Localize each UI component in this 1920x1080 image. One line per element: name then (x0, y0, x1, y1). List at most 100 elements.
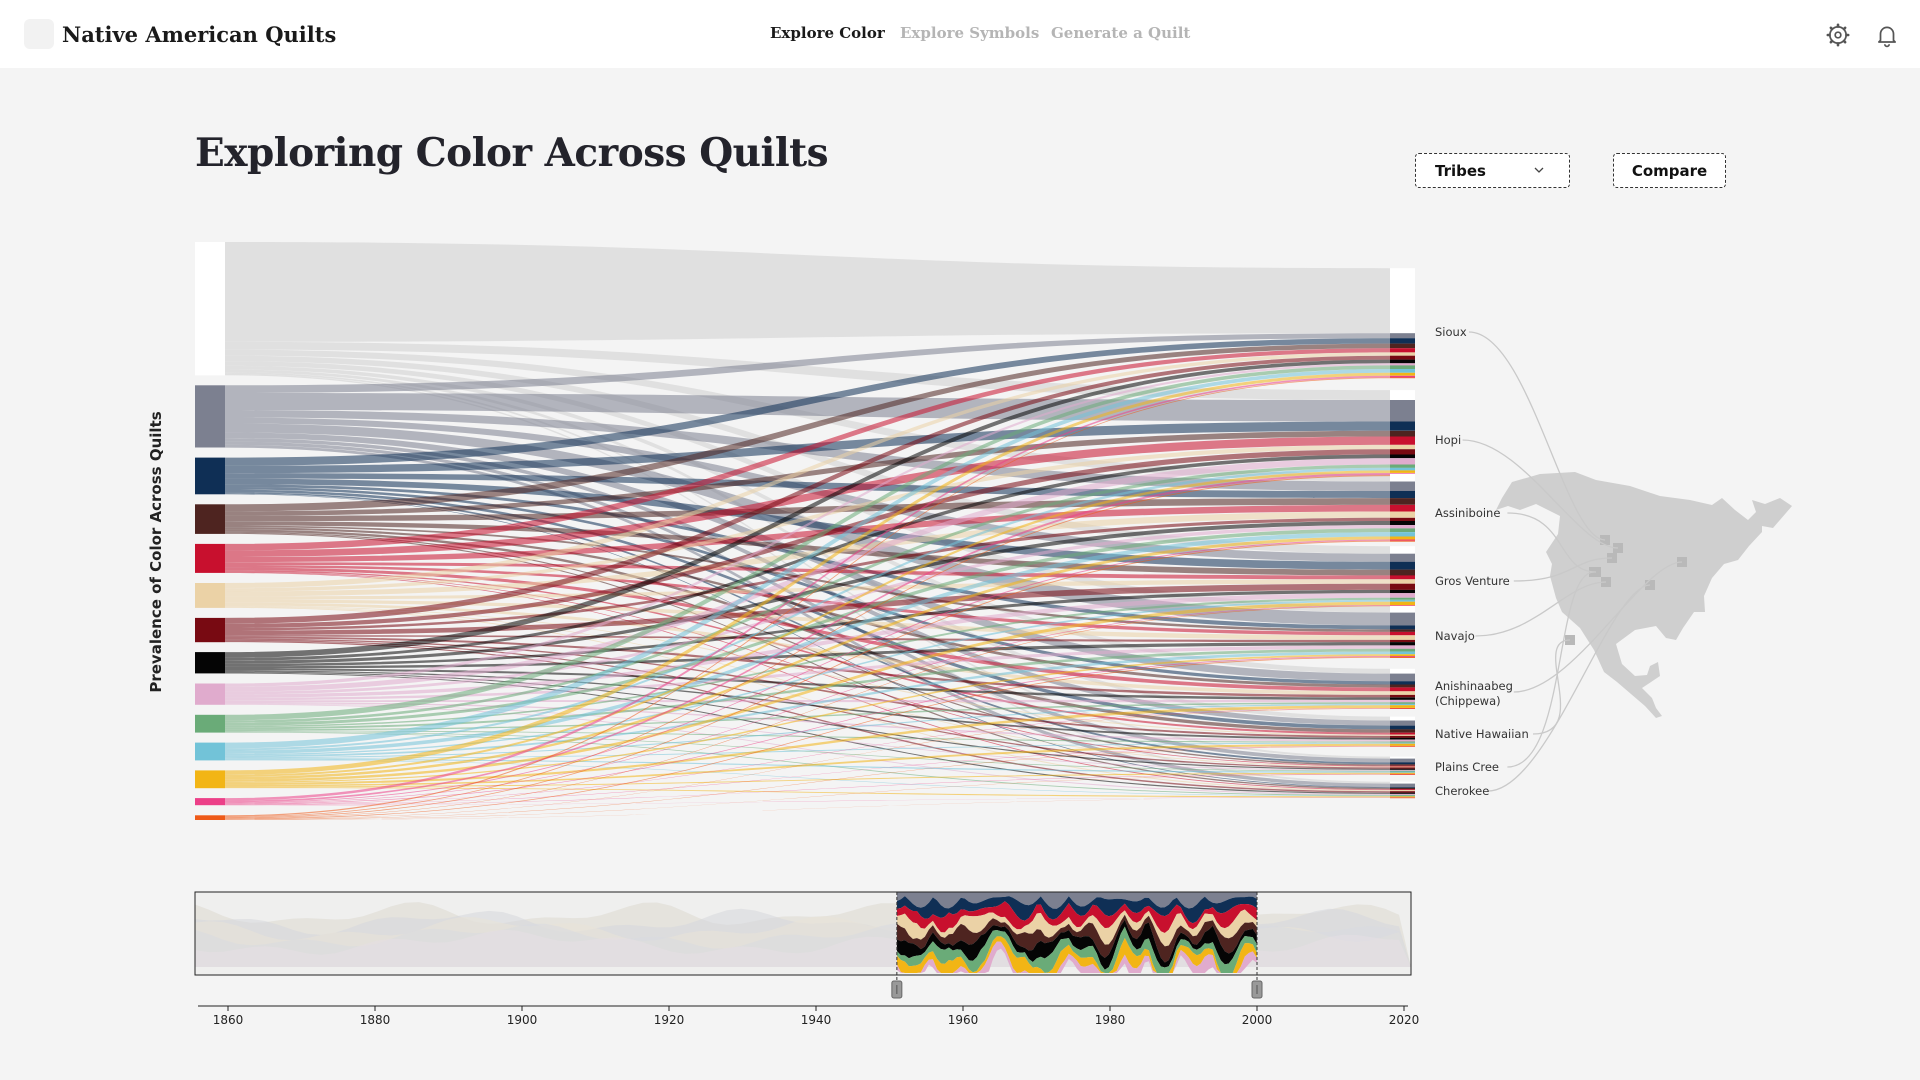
tribe-color-slice[interactable] (1390, 795, 1415, 797)
source-color-bar[interactable] (195, 652, 225, 674)
tribes-dropdown[interactable]: Tribes (1415, 153, 1570, 188)
tribe-color-slice[interactable] (1390, 793, 1415, 795)
tribe-color-slice[interactable] (1390, 708, 1415, 709)
tribe-color-slice[interactable] (1390, 687, 1415, 692)
source-color-bar[interactable] (195, 385, 225, 448)
tribe-color-slice[interactable] (1390, 794, 1415, 796)
tribe-color-slice[interactable] (1390, 716, 1415, 721)
color-flow-link[interactable] (225, 745, 1390, 805)
tribe-color-slice[interactable] (1390, 668, 1415, 674)
color-flow-link[interactable] (225, 570, 1390, 735)
tribe-color-slice[interactable] (1390, 699, 1415, 703)
color-flow-link[interactable] (225, 464, 1390, 723)
color-flow-link[interactable] (225, 504, 1390, 563)
tribe-color-slice[interactable] (1390, 400, 1415, 422)
tribe-color-slice[interactable] (1390, 521, 1415, 525)
tribe-color-slice[interactable] (1390, 625, 1415, 630)
tribe-label[interactable]: Native Hawaiian (1435, 727, 1529, 741)
tribe-color-slice[interactable] (1390, 656, 1415, 658)
tribe-color-slice[interactable] (1390, 504, 1415, 512)
nav-explore-symbols[interactable]: Explore Symbols (900, 24, 1040, 42)
tribe-color-slice[interactable] (1390, 338, 1415, 344)
color-flow-link[interactable] (225, 607, 1390, 792)
tribe-color-slice[interactable] (1390, 536, 1415, 540)
tribe-color-slice[interactable] (1390, 390, 1415, 400)
source-color-bar[interactable] (195, 504, 225, 534)
source-color-bar[interactable] (195, 543, 225, 573)
color-flow-link[interactable] (225, 597, 1390, 728)
tribe-color-slice[interactable] (1390, 593, 1415, 598)
tribe-color-slice[interactable] (1390, 767, 1415, 769)
color-flow-link[interactable] (225, 599, 1390, 640)
color-flow-link[interactable] (225, 708, 1390, 820)
tribe-color-slice[interactable] (1390, 348, 1415, 353)
tribe-color-slice[interactable] (1390, 720, 1415, 726)
color-flow-link[interactable] (225, 593, 1390, 698)
tribe-color-slice[interactable] (1390, 729, 1415, 733)
color-flow-link[interactable] (225, 705, 1390, 785)
tribe-color-slice[interactable] (1390, 352, 1415, 356)
color-flow-link[interactable] (225, 365, 1390, 721)
color-flow-link[interactable] (225, 797, 1390, 820)
color-flow-link[interactable] (225, 540, 1390, 819)
tribe-color-slice[interactable] (1390, 708, 1415, 709)
tribe-color-slice[interactable] (1390, 762, 1415, 765)
color-flow-link[interactable] (225, 539, 1390, 804)
color-flow-link[interactable] (225, 375, 1390, 801)
tribe-color-slice[interactable] (1390, 464, 1415, 468)
tribe-color-slice[interactable] (1390, 528, 1415, 532)
tribe-color-slice[interactable] (1390, 363, 1415, 366)
color-flow-link[interactable] (225, 773, 1390, 806)
tribe-color-slice[interactable] (1390, 735, 1415, 738)
source-color-bar[interactable] (195, 457, 225, 495)
color-flow-link[interactable] (225, 377, 1390, 817)
bell-icon[interactable] (1874, 22, 1900, 48)
color-flow-link[interactable] (225, 565, 1390, 636)
color-flow-link[interactable] (225, 470, 1390, 777)
color-flow-link[interactable] (225, 430, 1390, 516)
color-flow-link[interactable] (225, 369, 1390, 721)
tribe-color-slice[interactable] (1390, 645, 1415, 649)
tribe-color-slice[interactable] (1390, 792, 1415, 794)
color-flow-link[interactable] (225, 601, 1390, 782)
tribe-color-slice[interactable] (1390, 599, 1415, 602)
color-flow-link[interactable] (225, 774, 1390, 820)
source-color-bar[interactable] (195, 815, 225, 820)
tribe-color-slice[interactable] (1390, 631, 1415, 636)
tribe-color-slice[interactable] (1390, 569, 1415, 576)
source-color-bar[interactable] (195, 617, 225, 643)
source-color-bar[interactable] (195, 242, 225, 376)
tribe-color-slice[interactable] (1390, 532, 1415, 537)
tribe-label[interactable]: Assiniboine (1435, 506, 1500, 520)
color-flow-link[interactable] (225, 532, 1390, 790)
tribe-color-slice[interactable] (1390, 764, 1415, 766)
tribe-color-slice[interactable] (1390, 343, 1415, 349)
color-flow-link[interactable] (225, 602, 1390, 695)
tribe-color-slice[interactable] (1390, 639, 1415, 643)
tribe-color-slice[interactable] (1390, 635, 1415, 640)
tribe-label[interactable]: Anishinaabeg (Chippewa) (1435, 679, 1513, 708)
color-flow-link[interactable] (225, 743, 1390, 787)
tribe-color-slice[interactable] (1390, 375, 1415, 378)
color-flow-link[interactable] (225, 742, 1390, 759)
tribe-color-slice[interactable] (1390, 601, 1415, 605)
tribe-color-slice[interactable] (1390, 365, 1415, 369)
tribe-color-slice[interactable] (1390, 694, 1415, 698)
tribe-color-slice[interactable] (1390, 734, 1415, 736)
tribe-color-slice[interactable] (1390, 796, 1415, 798)
color-flow-link[interactable] (225, 704, 1390, 795)
color-flow-link[interactable] (225, 467, 1390, 751)
color-flow-link[interactable] (225, 699, 1390, 703)
tribe-color-slice[interactable] (1390, 725, 1415, 730)
app-logo[interactable] (24, 19, 54, 49)
color-flow-link[interactable] (225, 703, 1390, 759)
color-flow-link[interactable] (225, 521, 1390, 576)
tribe-color-slice[interactable] (1390, 781, 1415, 784)
color-flow-link[interactable] (225, 731, 1390, 772)
color-flow-link[interactable] (225, 671, 1390, 770)
color-flow-link[interactable] (225, 525, 1390, 632)
nav-explore-color[interactable]: Explore Color (770, 24, 885, 42)
tribe-color-slice[interactable] (1390, 467, 1415, 471)
tribe-color-slice[interactable] (1390, 772, 1415, 774)
tribe-label[interactable]: Sioux (1435, 325, 1467, 339)
